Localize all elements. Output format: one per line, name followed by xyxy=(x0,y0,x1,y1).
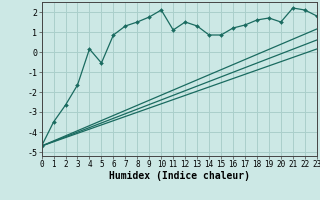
X-axis label: Humidex (Indice chaleur): Humidex (Indice chaleur) xyxy=(109,171,250,181)
